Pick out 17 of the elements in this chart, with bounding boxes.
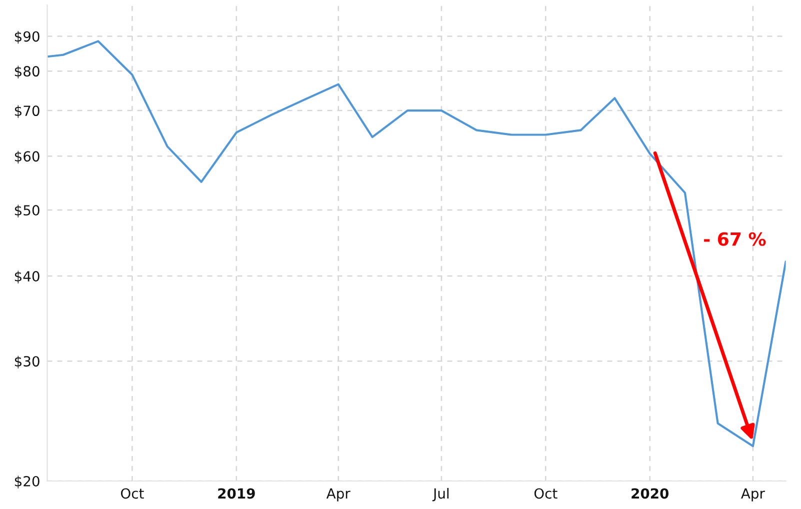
y-tick-label: $70 bbox=[14, 105, 40, 118]
x-tick-label: 2020 bbox=[632, 488, 669, 499]
y-tick-label: $30 bbox=[14, 356, 40, 368]
y-tick-label: $50 bbox=[14, 204, 40, 218]
x-tick-label: Apr bbox=[326, 488, 350, 502]
x-tick-label: Apr bbox=[741, 488, 765, 502]
annotation: - 67 % bbox=[704, 232, 766, 246]
y-tick-label: $90 bbox=[14, 30, 40, 44]
x-tick-label: Jul bbox=[432, 488, 449, 502]
y-tick-label: $40 bbox=[14, 270, 40, 284]
x-tick-label: Oct bbox=[120, 488, 144, 499]
y-tick-label: $20 bbox=[14, 476, 40, 488]
x-tick-label: 2019 bbox=[218, 488, 255, 499]
x-tick-label: Oct bbox=[534, 488, 558, 499]
y-tick-label: $80 bbox=[14, 66, 40, 78]
y-tick-label: $60 bbox=[14, 150, 40, 164]
line-series bbox=[47, 40, 786, 448]
